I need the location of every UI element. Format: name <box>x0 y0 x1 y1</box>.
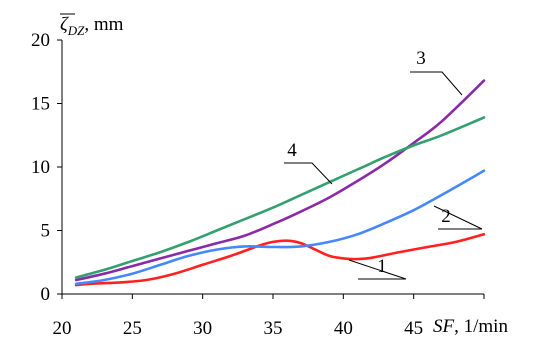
series-line-4 <box>74 116 486 279</box>
series-line-3 <box>74 79 486 282</box>
x-tick-label: 25 <box>123 318 142 339</box>
chart-axes <box>61 40 484 295</box>
y-tick-label: 20 <box>31 30 50 51</box>
annotation-leader-2 <box>433 205 483 230</box>
annotation-group: 1 2 3 4 <box>284 48 483 280</box>
annotation-leader-4 <box>284 162 333 185</box>
series-line-2 <box>74 169 486 286</box>
y-tick-label: 0 <box>41 284 51 305</box>
x-axis-label-unit: , 1/min <box>454 316 508 337</box>
x-axis-label: SF, 1/min <box>433 316 508 337</box>
x-tick-group: 20 25 30 35 40 45 <box>53 294 485 339</box>
y-tick-group: 0 5 10 15 20 <box>31 30 62 305</box>
x-tick-label: 45 <box>404 318 423 339</box>
y-axis-label-symbol: ζ <box>60 14 69 35</box>
annotation-leader-3 <box>410 71 463 96</box>
x-tick-label: 40 <box>334 318 353 339</box>
y-tick-label: 15 <box>31 94 50 115</box>
y-axis-label-subscript: DZ <box>67 23 85 38</box>
annotation-leader-1 <box>348 259 407 280</box>
annotation-label-2: 2 <box>441 206 451 227</box>
annotation-label-1: 1 <box>377 256 387 277</box>
y-axis-label: ζDZ, mm <box>60 14 124 38</box>
y-axis-label-unit: , mm <box>84 14 123 35</box>
annotation-label-4: 4 <box>287 140 297 161</box>
x-tick-label: 35 <box>264 318 283 339</box>
y-tick-label: 10 <box>31 157 50 178</box>
series-line-1 <box>74 233 486 287</box>
x-tick-label: 20 <box>53 318 72 339</box>
x-tick-label: 30 <box>193 318 212 339</box>
series-group <box>74 79 486 287</box>
y-tick-label: 5 <box>41 221 51 242</box>
annotation-label-3: 3 <box>416 48 426 69</box>
x-axis-label-symbol: SF <box>433 316 455 337</box>
